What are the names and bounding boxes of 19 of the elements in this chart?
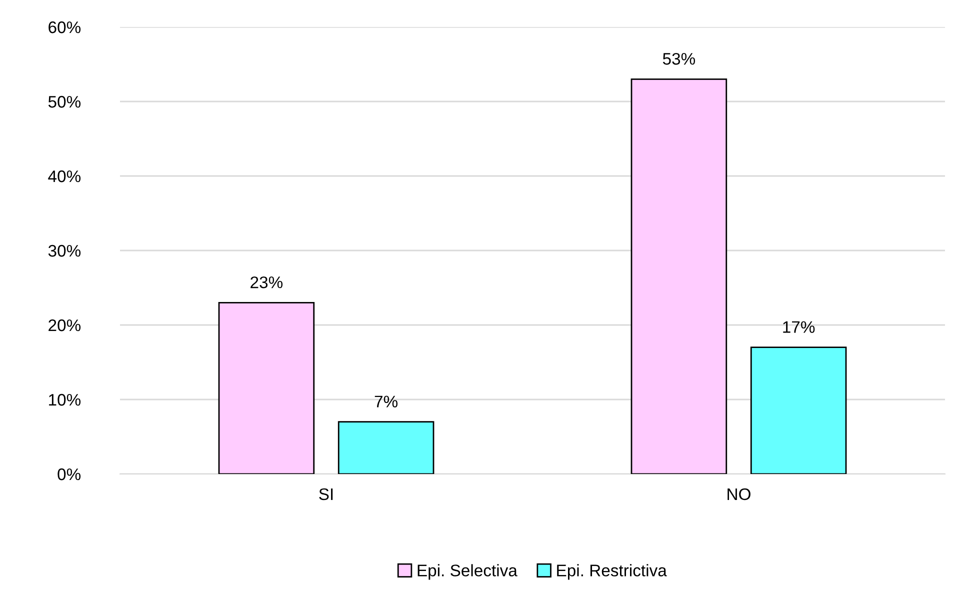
y-tick-label: 30%: [48, 244, 81, 257]
y-tick-label: 50%: [48, 96, 81, 108]
y-tick-label: 40%: [48, 170, 81, 182]
data-label: 17%: [783, 321, 815, 333]
y-tick-label: 10%: [49, 394, 81, 406]
bar: [338, 421, 434, 474]
x-tick-label: SI: [319, 488, 333, 500]
legend-label: Epi. Restrictiva: [557, 564, 667, 580]
legend-label: Epi. Selectiva: [418, 564, 518, 580]
x-tick-label: NO: [728, 488, 750, 500]
data-label: 23%: [250, 276, 283, 288]
data-label: 7%: [374, 396, 398, 408]
y-tick-label: 60%: [48, 21, 81, 34]
y-tick-label: 0%: [58, 468, 81, 480]
bar: [750, 346, 847, 474]
data-label: 53%: [662, 52, 696, 65]
bar: [218, 302, 315, 474]
bar: [630, 78, 728, 474]
y-tick-label: 20%: [48, 319, 81, 332]
